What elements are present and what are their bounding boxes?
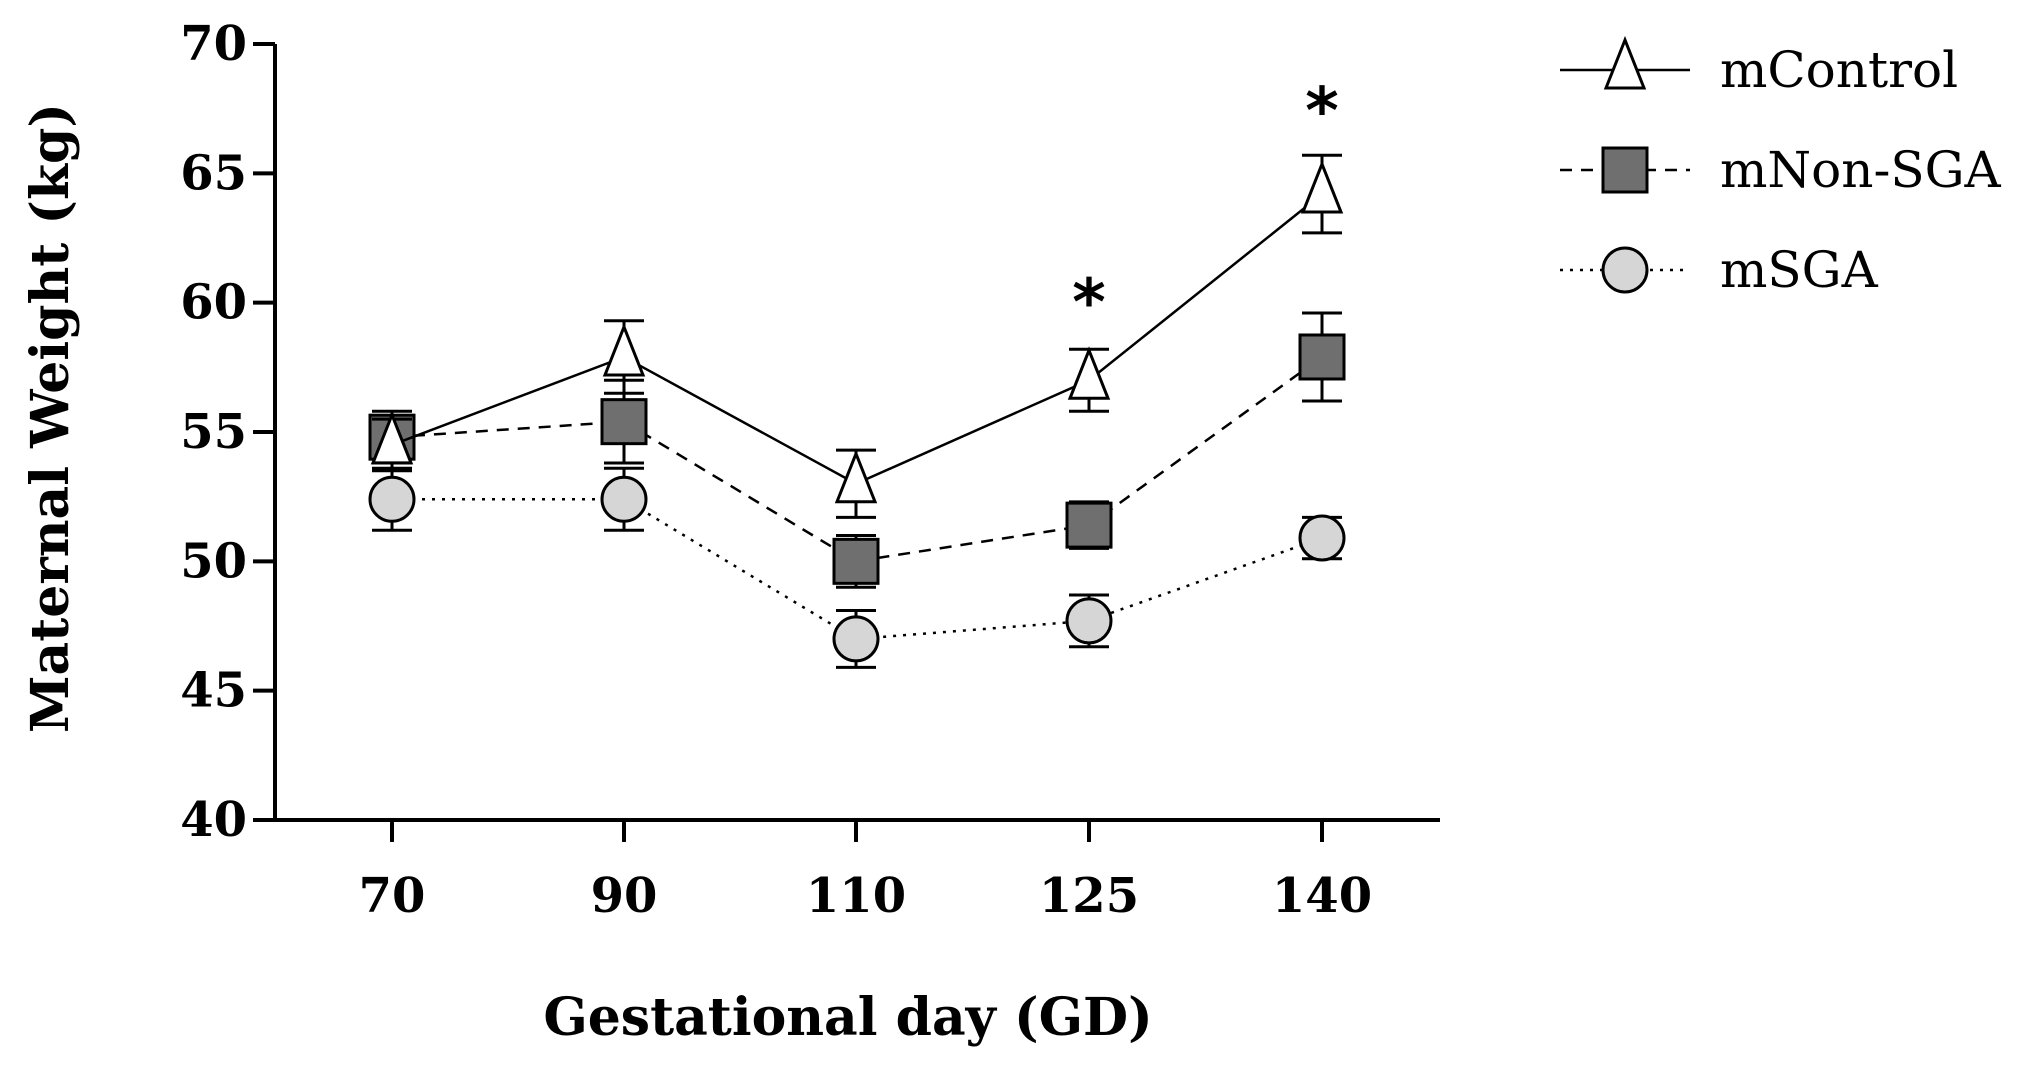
data-point-mcontrol-125	[1067, 346, 1111, 400]
legend-marker-msga	[1601, 246, 1649, 294]
data-point-msga-125	[1065, 597, 1113, 645]
legend-item-mnon-sga: mNon-SGA	[1560, 141, 2002, 199]
legend: mControl mNon-SGA mSGA	[1560, 35, 2002, 299]
x-tick-label-90: 90	[591, 868, 658, 924]
x-axis-title: Gestational day (GD)	[543, 987, 1152, 1048]
series-layer	[368, 153, 1346, 669]
data-point-msga-140	[1298, 514, 1346, 562]
data-point-mcontrol-70	[370, 410, 414, 465]
data-point-mnon-sga-90	[600, 398, 648, 446]
x-tick-label-140: 140	[1272, 868, 1372, 924]
data-point-msga-110	[832, 615, 880, 663]
y-tick-label-60: 60	[180, 275, 247, 331]
data-point-msga-70	[368, 475, 416, 523]
y-tick-label-55: 55	[180, 404, 247, 460]
data-point-mcontrol-110	[834, 449, 878, 504]
legend-label-msga: mSGA	[1720, 241, 1879, 299]
data-point-mnon-sga-125	[1065, 501, 1113, 549]
x-tick-label-125: 125	[1039, 868, 1139, 924]
y-tick-label-70: 70	[180, 16, 247, 72]
significance-marker-125: *	[1072, 267, 1105, 341]
series-mcontrol	[370, 153, 1344, 519]
data-point-mcontrol-90	[602, 322, 646, 377]
legend-item-msga: mSGA	[1560, 241, 1879, 299]
y-tick-label-50: 50	[180, 533, 247, 589]
y-tick-label-45: 45	[180, 663, 247, 719]
data-point-mnon-sga-110	[832, 537, 880, 585]
significance-marker-140: *	[1305, 75, 1338, 149]
annotation-layer: **	[1072, 75, 1338, 340]
y-tick-label-40: 40	[180, 792, 247, 848]
x-tick-label-70: 70	[359, 868, 426, 924]
series-msga	[368, 466, 1346, 669]
data-point-mnon-sga-140	[1298, 333, 1346, 381]
data-point-msga-90	[600, 475, 648, 523]
x-tick-label-110: 110	[806, 868, 906, 924]
legend-marker-mcontrol	[1603, 35, 1647, 90]
y-axis-title: Maternal Weight (kg)	[20, 103, 81, 733]
legend-label-mcontrol: mControl	[1720, 41, 1958, 99]
series-line-mcontrol	[391, 193, 1323, 486]
series-line-mnon-sga	[391, 355, 1323, 563]
data-point-mcontrol-140	[1300, 159, 1344, 214]
legend-marker-mnon-sga	[1601, 146, 1649, 194]
axes: 40 45 50 55 60 65 70 70 90 110 125 140	[180, 16, 1440, 924]
legend-item-mcontrol: mControl	[1560, 35, 1958, 99]
y-tick-label-65: 65	[180, 145, 247, 201]
legend-label-mnon-sga: mNon-SGA	[1720, 141, 2002, 199]
